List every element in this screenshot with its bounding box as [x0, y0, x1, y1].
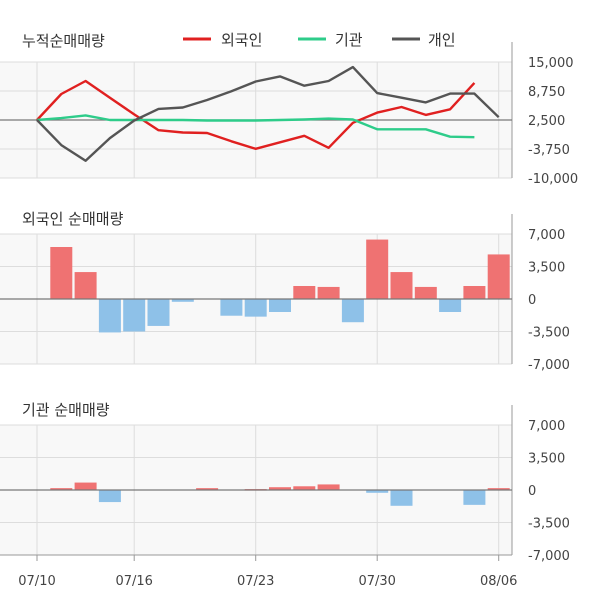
- bar-negative: [463, 490, 486, 505]
- bar-positive: [487, 254, 510, 299]
- bar-negative: [147, 299, 170, 326]
- bar-negative: [220, 299, 243, 316]
- bar-negative: [366, 490, 389, 493]
- foreign-net-buy-panel: 7,000 3,500 0 -3,500 -7,000: [0, 214, 570, 373]
- y-tick-label: -10,000: [528, 172, 578, 187]
- bar-positive: [317, 484, 340, 490]
- y-tick-label: -3,500: [528, 517, 570, 532]
- y-tick-label: 7,000: [528, 228, 565, 243]
- y-tick-label: -3,500: [528, 326, 570, 341]
- y-tick-label: 15,000: [528, 56, 574, 71]
- y-tick-label: -7,000: [528, 358, 570, 373]
- y-tick-label: 0: [528, 293, 536, 308]
- bar-positive: [50, 247, 73, 299]
- x-tick-label: 07/16: [115, 574, 152, 589]
- x-tick-label: 08/06: [480, 574, 517, 589]
- y-tick-label: 3,500: [528, 261, 565, 276]
- y-tick-label: 2,500: [528, 114, 565, 129]
- bar-negative: [123, 299, 146, 332]
- bar-negative: [98, 299, 121, 333]
- institution-net-buy-panel: 7,000 3,500 0 -3,500 -7,000: [0, 405, 570, 564]
- bar-positive: [463, 286, 486, 299]
- institution-cumulative-line: [36, 114, 475, 139]
- bar-positive: [390, 272, 413, 299]
- x-tick-label: 07/23: [237, 574, 274, 589]
- bar-positive: [196, 488, 219, 490]
- bar-positive: [366, 239, 389, 299]
- bar-negative: [244, 299, 267, 317]
- bar-positive: [50, 488, 73, 490]
- x-tick-label: 07/10: [18, 574, 55, 589]
- x-tick-label: 07/30: [358, 574, 395, 589]
- y-tick-label: 0: [528, 484, 536, 499]
- legend-institution-label: 기관: [335, 31, 363, 49]
- bar-positive: [293, 286, 316, 299]
- y-tick-label: 8,750: [528, 85, 565, 100]
- y-tick-label: 3,500: [528, 452, 565, 467]
- foreign-cumulative-line: [36, 79, 476, 151]
- bar-positive: [269, 487, 291, 490]
- bar-positive: [74, 482, 97, 490]
- y-tick-label: -3,750: [528, 143, 570, 158]
- cumulative-chart-title: 누적순매매량: [22, 32, 105, 50]
- individual-cumulative-line: [36, 65, 500, 163]
- bar-negative: [390, 490, 413, 506]
- legend-foreign-label: 외국인: [221, 31, 262, 49]
- bar-positive: [293, 486, 316, 490]
- bar-positive: [487, 488, 510, 490]
- foreign-chart-title: 외국인 순매매량: [22, 210, 124, 228]
- y-tick-label: 7,000: [528, 419, 565, 434]
- bar-negative: [171, 299, 194, 302]
- institution-chart-title: 기관 순매매량: [22, 401, 110, 419]
- bar-positive: [317, 286, 340, 299]
- x-axis: 07/10 07/16 07/23 07/30 08/06: [0, 554, 517, 589]
- bar-positive: [74, 272, 97, 299]
- bar-negative: [439, 299, 462, 312]
- cumulative-net-buy-panel: 15,000 8,750 2,500 -3,750 -10,000: [0, 42, 578, 187]
- y-tick-label: -7,000: [528, 549, 570, 564]
- legend-individual-label: 개인: [428, 31, 456, 49]
- bar-positive: [414, 286, 437, 299]
- bar-negative: [269, 299, 291, 312]
- legend: 외국인 기관 개인: [183, 31, 456, 49]
- bar-negative: [341, 299, 364, 323]
- bar-negative: [98, 490, 121, 503]
